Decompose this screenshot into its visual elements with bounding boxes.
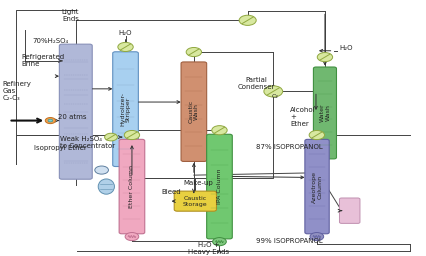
Text: H₂O +
Heavy Ends: H₂O + Heavy Ends bbox=[187, 242, 228, 255]
FancyBboxPatch shape bbox=[119, 139, 144, 234]
Circle shape bbox=[317, 52, 332, 62]
Text: H₂O: H₂O bbox=[118, 30, 132, 36]
Text: Hydrolizer-
Stripper: Hydrolizer- Stripper bbox=[120, 92, 131, 126]
Circle shape bbox=[48, 119, 52, 122]
Text: Partial
Condenser: Partial Condenser bbox=[237, 77, 274, 90]
Text: 87% ISOPROPANOL: 87% ISOPROPANOL bbox=[256, 144, 322, 150]
Circle shape bbox=[309, 232, 323, 241]
FancyBboxPatch shape bbox=[206, 134, 232, 239]
Circle shape bbox=[263, 86, 282, 97]
Circle shape bbox=[212, 238, 226, 246]
Circle shape bbox=[95, 166, 108, 174]
Circle shape bbox=[186, 47, 201, 57]
Text: Make-up: Make-up bbox=[183, 180, 213, 186]
FancyBboxPatch shape bbox=[313, 67, 336, 159]
Text: Ether Column: Ether Column bbox=[129, 165, 134, 208]
Text: Weak H₂SO₄
to Concentrator: Weak H₂SO₄ to Concentrator bbox=[60, 136, 115, 149]
Circle shape bbox=[308, 131, 324, 140]
Circle shape bbox=[124, 131, 139, 140]
FancyBboxPatch shape bbox=[181, 62, 206, 162]
Text: Bleed: Bleed bbox=[161, 189, 181, 195]
Circle shape bbox=[125, 232, 138, 241]
Circle shape bbox=[239, 15, 256, 25]
Text: Light
Ends: Light Ends bbox=[62, 9, 79, 22]
Text: Caustic
Wash: Caustic Wash bbox=[188, 100, 199, 123]
Text: IPA Column: IPA Column bbox=[216, 169, 222, 204]
Circle shape bbox=[118, 42, 133, 51]
Text: 99% ISOPROPANOL: 99% ISOPROPANOL bbox=[256, 238, 322, 244]
Text: 70%H₂SO₄: 70%H₂SO₄ bbox=[32, 38, 68, 44]
FancyBboxPatch shape bbox=[304, 139, 328, 234]
FancyBboxPatch shape bbox=[112, 52, 138, 166]
FancyBboxPatch shape bbox=[339, 198, 359, 223]
Circle shape bbox=[211, 126, 227, 135]
Text: H₂O: H₂O bbox=[339, 45, 352, 51]
Text: Alcohol
+
Ether: Alcohol + Ether bbox=[290, 107, 315, 127]
Text: Refinery
Gas
C₂-C₃: Refinery Gas C₂-C₃ bbox=[2, 81, 31, 101]
Text: Azeotrope
Column: Azeotrope Column bbox=[311, 170, 322, 202]
Text: Isopropyl Ether: Isopropyl Ether bbox=[34, 145, 87, 152]
Circle shape bbox=[45, 118, 55, 124]
Circle shape bbox=[104, 133, 117, 141]
FancyBboxPatch shape bbox=[174, 191, 216, 211]
Text: 20 atms: 20 atms bbox=[58, 114, 86, 120]
FancyBboxPatch shape bbox=[59, 44, 92, 179]
Text: Refrigerated
Brine: Refrigerated Brine bbox=[21, 55, 64, 67]
Text: Caustic
Storage: Caustic Storage bbox=[183, 196, 207, 207]
Text: C₂: C₂ bbox=[271, 94, 278, 100]
Text: Water
Wash: Water Wash bbox=[319, 104, 330, 122]
Ellipse shape bbox=[98, 179, 114, 194]
